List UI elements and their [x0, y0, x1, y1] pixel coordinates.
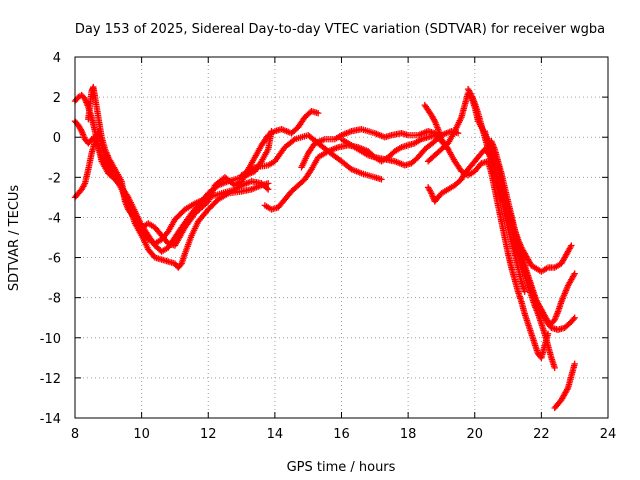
data-points: [71, 83, 578, 412]
data-point: [290, 137, 297, 144]
data-point: [570, 315, 577, 323]
data-point: [568, 242, 575, 249]
plot-frame: [74, 56, 609, 419]
x-tick-label: 8: [71, 427, 79, 442]
data-point: [265, 180, 272, 187]
x-tick-label: 20: [466, 427, 483, 442]
y-tick-label: 0: [53, 131, 61, 146]
x-tick-label: 14: [267, 427, 284, 442]
data-point: [378, 176, 385, 183]
y-tick-label: -6: [48, 252, 61, 267]
data-series-track-15: [551, 360, 578, 412]
x-tick-label: 16: [333, 427, 350, 442]
x-axis-label: GPS time / hours: [287, 460, 396, 475]
y-tick-label: -4: [48, 211, 61, 226]
y-tick-label: 4: [53, 51, 61, 66]
data-series-track-8: [338, 128, 462, 169]
y-tick-label: -8: [48, 292, 61, 307]
x-tick-label: 24: [600, 427, 617, 442]
y-tick-label: 2: [53, 91, 61, 106]
x-tick-labels: 8 10 12 14 16 18 20 22 24: [71, 427, 616, 442]
data-series-track-4: [85, 83, 322, 249]
data-point: [571, 270, 578, 277]
data-series-track-11: [421, 101, 552, 362]
x-tick-label: 22: [533, 427, 550, 442]
data-point: [265, 186, 272, 193]
data-point: [544, 330, 552, 337]
data-point: [521, 288, 528, 295]
x-tick-label: 10: [133, 427, 150, 442]
y-axis-label: SDTVAR / TECUs: [7, 185, 22, 292]
grid: [75, 57, 608, 418]
x-tick-label: 18: [400, 427, 417, 442]
y-tick-label: -2: [48, 171, 61, 186]
data-point: [314, 109, 322, 117]
data-series-track-3: [71, 128, 272, 271]
y-tick-label: -12: [40, 372, 61, 387]
x-tick-label: 12: [200, 427, 217, 442]
y-tick-label: -10: [40, 332, 61, 347]
data-series-track-14: [488, 138, 578, 333]
data-point: [551, 364, 558, 372]
data-point: [571, 314, 578, 321]
chart-title: Day 153 of 2025, Sidereal Day-to-day VTE…: [75, 22, 605, 37]
data-point: [571, 360, 578, 368]
y-tick-labels: 4 2 0 -2 -4 -6 -8 -10 -12 -14: [40, 51, 61, 427]
y-tick-label: -14: [40, 412, 61, 427]
